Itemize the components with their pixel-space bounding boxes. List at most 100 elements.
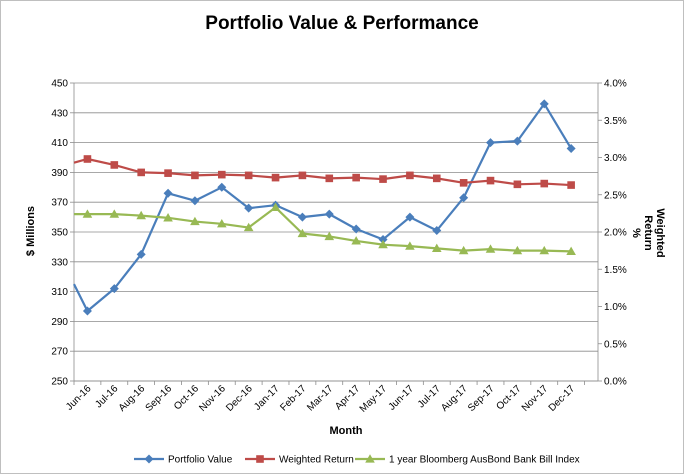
series-line	[73, 102, 573, 313]
y2-tick-label: 2.0%	[604, 228, 627, 239]
legend: Portfolio Value Weighted Return 1 year Blo…	[134, 454, 580, 466]
legend-label: Weighted Return	[279, 455, 354, 466]
data-point	[190, 216, 200, 226]
data-point	[244, 203, 254, 213]
data-point	[486, 138, 496, 148]
data-point	[83, 155, 92, 163]
x-tick-label: Nov-17	[520, 383, 551, 414]
data-point	[110, 161, 119, 169]
y-axis-title: $ Millions	[25, 206, 37, 256]
legend-item: Weighted Return	[245, 455, 354, 466]
chart-title: Portfolio Value & Performance	[205, 13, 478, 34]
y-tick-label: 290	[51, 317, 68, 328]
data-point	[216, 219, 227, 228]
data-point	[405, 241, 415, 250]
y-tick-label: 370	[51, 198, 68, 209]
y2-tick-label: 1.0%	[604, 302, 627, 313]
x-tick-label: Jan-17	[252, 383, 282, 413]
y-tick-label: 330	[51, 257, 68, 268]
data-point	[540, 179, 549, 188]
data-point	[136, 249, 146, 259]
y2-tick-label: 0.0%	[604, 377, 627, 388]
data-point	[163, 213, 173, 222]
y2-tick-label: 0.5%	[604, 339, 627, 350]
y2-tick-label: 1.5%	[604, 265, 627, 276]
data-point	[566, 144, 576, 154]
y2-tick-label: 3.0%	[604, 153, 627, 164]
legend-swatch-marker	[365, 454, 375, 463]
x-tick-label: Nov-16	[197, 383, 228, 414]
series-layer	[73, 99, 576, 316]
data-point	[431, 243, 442, 252]
y-tick-label: 390	[51, 168, 68, 179]
data-point	[486, 176, 495, 185]
legend-swatch-marker	[144, 454, 154, 464]
y2-tick-label: 4.0%	[604, 79, 627, 90]
legend-swatch-marker	[256, 455, 264, 463]
x-tick-label: Dec-17	[547, 383, 578, 414]
x-tick-label: Jun-17	[387, 383, 417, 413]
legend-item: 1 year Bloomberg AusBond Bank Bill Index	[355, 454, 580, 466]
data-point	[243, 222, 254, 232]
data-point	[459, 179, 468, 187]
legend-item: Portfolio Value	[134, 454, 233, 466]
data-point	[324, 231, 335, 241]
data-point	[352, 173, 360, 182]
data-point	[458, 245, 469, 255]
data-point	[217, 182, 227, 192]
x-tick-label: Oct-16	[172, 383, 201, 412]
series-diamond-group	[73, 99, 576, 316]
data-point	[378, 239, 388, 249]
data-point	[539, 99, 549, 109]
data-point	[109, 284, 119, 294]
data-point	[432, 174, 441, 183]
data-point	[459, 193, 469, 203]
data-point	[297, 228, 308, 238]
axes: 250 270 290 310 330 350 370 390 410 430 450 0.0% 0.5…	[51, 79, 627, 415]
data-point	[405, 212, 415, 222]
x-axis-title: Month	[330, 425, 363, 437]
x-tick-label: Aug-16	[117, 383, 148, 414]
series-line	[73, 157, 572, 187]
x-tick-label: Jun-16	[64, 383, 94, 413]
y2-axis-title-line: Weighted	[654, 208, 666, 257]
x-tick-label: Feb-17	[278, 383, 308, 413]
data-point	[566, 246, 576, 255]
x-tick-label: Sep-17	[466, 383, 497, 414]
data-point	[191, 171, 199, 180]
gridlines	[74, 82, 598, 382]
x-tick-label: May-17	[358, 383, 390, 415]
data-point	[378, 234, 388, 244]
data-point	[567, 181, 575, 189]
series-line	[74, 206, 572, 253]
y-tick-label: 350	[51, 228, 68, 239]
data-point	[137, 168, 145, 177]
data-point	[270, 202, 281, 212]
x-tick-label: Sep-16	[144, 383, 175, 414]
data-point	[163, 188, 173, 198]
legend-label: 1 year Bloomberg AusBond Bank Bill Index	[389, 455, 580, 466]
y-tick-label: 270	[51, 347, 68, 358]
data-point	[432, 226, 442, 236]
series-square-group	[73, 155, 575, 189]
data-point	[512, 136, 522, 146]
data-point	[82, 306, 92, 316]
y-tick-label: 310	[51, 287, 68, 298]
data-point	[485, 244, 496, 253]
data-point	[164, 169, 172, 177]
data-point	[82, 209, 93, 218]
y-tick-label: 410	[51, 138, 68, 149]
x-tick-label: Mar-17	[305, 383, 335, 413]
legend-label: Portfolio Value	[168, 455, 233, 466]
x-tick-label: Aug-17	[439, 383, 470, 414]
data-point	[513, 180, 522, 189]
series-triangle-group	[74, 202, 576, 255]
data-point	[271, 173, 280, 182]
data-point	[190, 196, 200, 206]
y2-tick-label: 2.5%	[604, 190, 627, 201]
data-point	[217, 170, 226, 179]
x-tick-label: Dec-16	[224, 383, 255, 414]
